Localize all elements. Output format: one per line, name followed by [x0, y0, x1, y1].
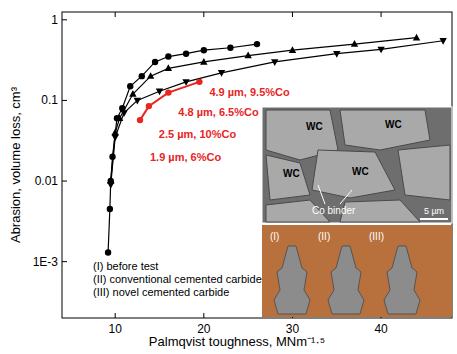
data-point — [333, 51, 340, 58]
y-tick — [62, 181, 67, 182]
data-point — [196, 79, 202, 85]
x-tick — [292, 12, 293, 17]
data-point — [139, 73, 145, 79]
data-point — [129, 90, 136, 97]
y-tick-label: 0.1 — [41, 93, 58, 107]
scale-bar-label: 5 µm — [424, 206, 444, 216]
x-axis-title: Palmqvist toughness, MNm⁻¹·⁵ — [149, 334, 325, 349]
wc-label: WC — [306, 121, 323, 132]
arrow — [340, 190, 352, 204]
wc-grain — [266, 155, 310, 200]
x-tick — [381, 12, 382, 17]
photo-label: (I) — [270, 231, 279, 242]
point-label: 4.8 µm, 6.5%Co — [178, 106, 259, 118]
data-point — [377, 47, 384, 54]
annotation: (II) conventional cemented carbide — [93, 273, 262, 285]
point-label: 2.5 µm, 10%Co — [159, 128, 237, 140]
data-point — [156, 89, 163, 96]
wc-label: WC — [352, 166, 369, 177]
micrograph-inset: WC WC WC WC Co binder 5 µm — [262, 107, 452, 223]
data-point — [111, 134, 118, 141]
chart: 102030401E-30.010.11Palmqvist toughness,… — [0, 0, 457, 354]
point-label: 4.9 µm, 9.5%Co — [209, 86, 290, 98]
data-point — [271, 59, 278, 66]
photo-inset: (I) (II) (III) — [262, 225, 452, 317]
x-tick-label: 10 — [109, 322, 123, 336]
data-point — [227, 45, 233, 51]
data-point — [152, 59, 158, 65]
data-point — [183, 50, 189, 56]
data-point — [351, 40, 358, 47]
data-point — [165, 89, 171, 95]
data-point — [165, 53, 171, 59]
data-point — [134, 98, 141, 105]
x-tick — [203, 313, 204, 318]
y-tick — [62, 261, 67, 262]
data-point — [244, 52, 251, 59]
data-point — [439, 38, 446, 45]
series-line — [111, 41, 443, 185]
wc-grain — [340, 110, 430, 150]
y-tick-label: 0.01 — [35, 174, 59, 188]
x-tick — [115, 313, 116, 318]
x-tick — [203, 12, 204, 17]
micrograph-bg — [262, 107, 452, 223]
series-line — [111, 38, 417, 181]
point-label: 1.9 µm, 6%Co — [150, 151, 221, 163]
y-tick-label: 1E-3 — [33, 255, 59, 269]
arrow — [318, 185, 325, 204]
series-line — [108, 44, 257, 252]
data-point — [218, 70, 225, 77]
data-point — [413, 34, 420, 41]
pick — [328, 246, 364, 314]
data-point — [127, 83, 133, 89]
data-point — [120, 110, 127, 117]
wc-grain — [312, 150, 395, 198]
data-point — [146, 103, 152, 109]
y-axis-title: Abrasion, volume loss, cm³ — [8, 86, 23, 243]
data-point — [107, 206, 113, 212]
y-tick — [62, 19, 67, 20]
data-point — [105, 249, 111, 255]
data-point — [201, 47, 207, 53]
data-point — [289, 46, 296, 53]
data-point — [147, 72, 154, 79]
binder-label: Co binder — [312, 205, 356, 216]
data-point — [165, 64, 172, 71]
photo-label: (II) — [318, 231, 330, 242]
data-point — [137, 117, 143, 123]
photo-bg — [262, 225, 452, 317]
wc-label: WC — [385, 119, 402, 130]
x-tick — [115, 12, 116, 17]
scale-bar — [420, 218, 448, 220]
annotation: (I) before test — [93, 260, 158, 272]
y-tick — [62, 100, 67, 101]
y-tick-label: 1 — [51, 13, 58, 27]
data-group — [105, 34, 447, 256]
wc-label: WC — [283, 168, 300, 179]
x-tick-label: 40 — [374, 322, 388, 336]
data-point — [200, 58, 207, 65]
photo-label: (III) — [369, 231, 384, 242]
pick — [384, 246, 420, 314]
data-point — [107, 182, 114, 189]
data-point — [254, 41, 260, 47]
wc-grain — [398, 145, 450, 200]
plot-frame — [62, 12, 452, 318]
pick — [274, 246, 310, 314]
annotation: (III) novel cemented carbide — [93, 286, 229, 298]
